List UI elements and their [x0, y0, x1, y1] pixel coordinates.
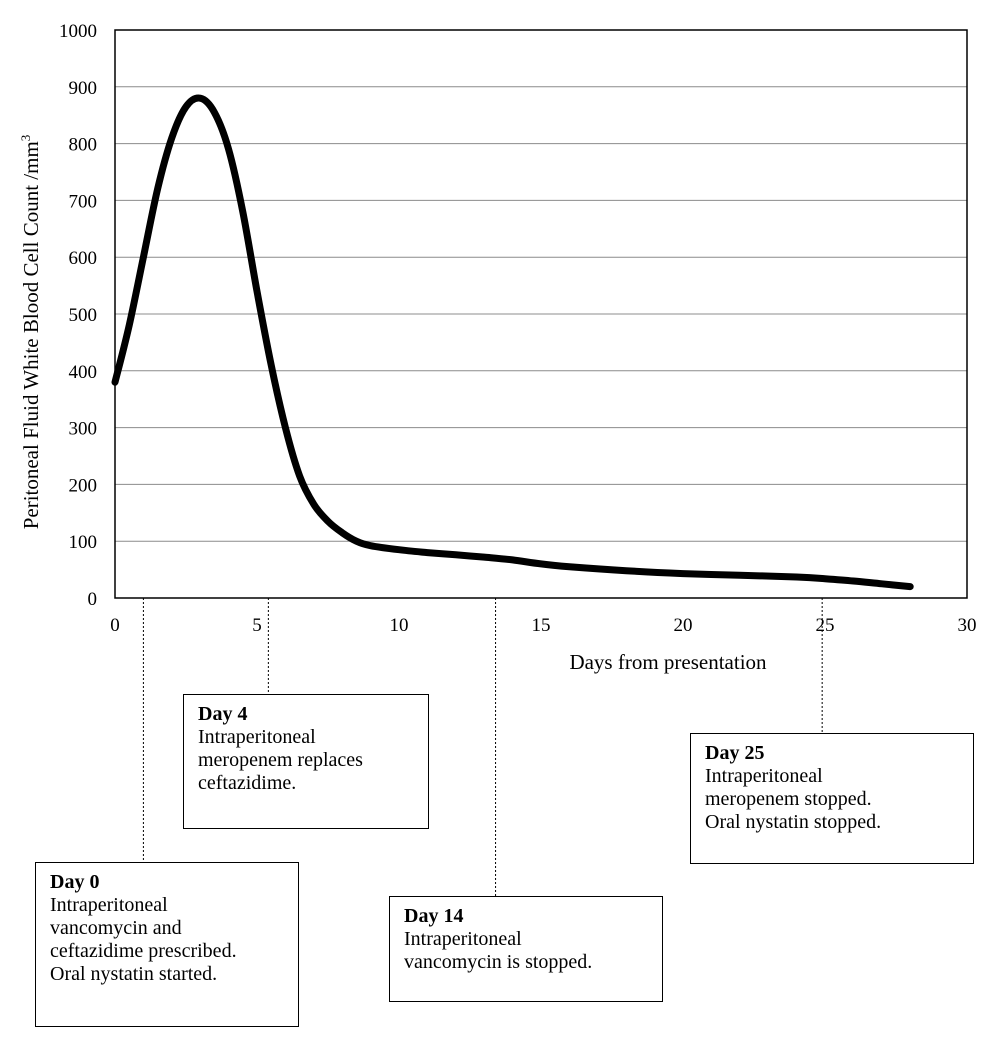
y-tick-label-1000: 1000 [59, 21, 97, 42]
y-axis-title-superscript: 3 [18, 135, 33, 142]
annotation-day-4-line-2: meropenem replaces [198, 749, 363, 771]
annotation-day-14: Day 14 Intraperitoneal vancomycin is sto… [389, 896, 663, 1002]
annotation-day-0: Day 0 Intraperitoneal vancomycin and cef… [35, 862, 299, 1027]
y-tick-label-0: 0 [88, 589, 98, 610]
annotation-day-0-title: Day 0 [50, 871, 100, 893]
annotation-day-0-line-3: ceftazidime prescribed. [50, 940, 237, 962]
annotation-day-0-line-2: vancomycin and [50, 917, 182, 939]
annotation-day-14-line-2: vancomycin is stopped. [404, 951, 593, 973]
annotation-day-14-title: Day 14 [404, 905, 464, 927]
annotation-day-4-line-1: Intraperitoneal [198, 726, 316, 748]
y-tick-label-800: 800 [69, 135, 98, 156]
x-tick-label-5: 5 [252, 615, 262, 636]
y-axis-title-text: Peritoneal Fluid White Blood Cell Count … [19, 141, 43, 529]
y-tick-label-700: 700 [69, 191, 98, 212]
x-tick-label-0: 0 [110, 615, 120, 636]
annotation-day-14-line-1: Intraperitoneal [404, 928, 522, 950]
annotation-leaders [142, 598, 823, 896]
x-tick-label-15: 15 [532, 615, 551, 636]
y-tick-label-900: 900 [69, 78, 98, 99]
y-tick-labels: 0 100 200 300 400 500 600 700 800 900 1000 [59, 21, 97, 610]
plot-area-border [114, 29, 968, 599]
annotation-day-4-title: Day 4 [198, 703, 248, 725]
x-tick-label-30: 30 [958, 615, 977, 636]
x-tick-label-20: 20 [674, 615, 693, 636]
gridlines [115, 86, 967, 542]
annotation-day-0-line-1: Intraperitoneal [50, 894, 168, 916]
y-tick-label-100: 100 [69, 532, 98, 553]
y-tick-label-200: 200 [69, 475, 98, 496]
y-axis-title: Peritoneal Fluid White Blood Cell Count … [18, 135, 43, 530]
y-tick-label-400: 400 [69, 362, 98, 383]
annotation-day-4-line-3: ceftazidime. [198, 772, 297, 794]
annotation-day-25-line-1: Intraperitoneal [705, 765, 823, 787]
annotation-day-25-line-2: meropenem stopped. [705, 788, 872, 810]
x-axis-title: Days from presentation [569, 650, 767, 674]
series-line [111, 94, 914, 591]
annotation-day-25-title: Day 25 [705, 742, 765, 764]
y-tick-label-300: 300 [69, 419, 98, 440]
annotation-day-25-line-3: Oral nystatin stopped. [705, 811, 882, 833]
x-tick-labels: 0 5 10 15 20 25 30 [110, 615, 976, 636]
annotation-day-0-line-4: Oral nystatin started. [50, 963, 218, 985]
y-tick-label-500: 500 [69, 305, 98, 326]
annotation-day-4: Day 4 Intraperitoneal meropenem replaces… [183, 694, 429, 829]
x-tick-label-10: 10 [390, 615, 409, 636]
annotation-day-25: Day 25 Intraperitoneal meropenem stopped… [690, 733, 974, 864]
y-tick-label-600: 600 [69, 248, 98, 269]
x-tick-label-25: 25 [816, 615, 835, 636]
